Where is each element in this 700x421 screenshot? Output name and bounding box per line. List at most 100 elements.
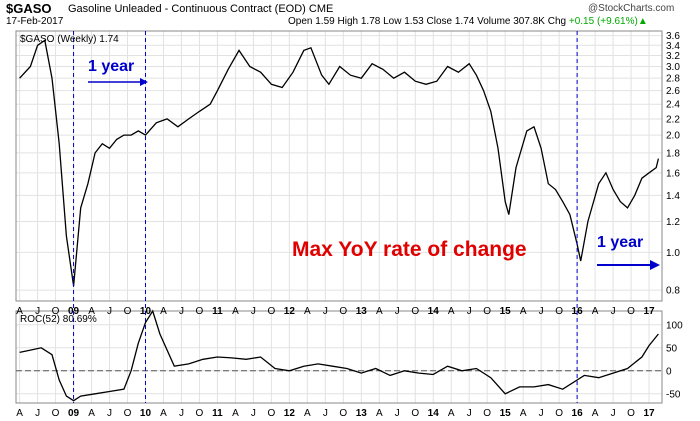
roc-x-tick-label: 17 <box>643 408 655 419</box>
price-y-tick-label: 0.8 <box>666 286 680 297</box>
price-x-tick-label: O <box>196 306 204 317</box>
chart-date: 17-Feb-2017 <box>6 16 64 27</box>
price-x-tick-label: A <box>160 306 167 317</box>
price-y-tick-label: 2.0 <box>666 131 680 142</box>
watermark: @StockCharts.com <box>588 3 675 14</box>
roc-x-tick-label: A <box>592 408 599 419</box>
roc-x-tick-label: 09 <box>68 408 80 419</box>
roc-x-tick-label: A <box>304 408 311 419</box>
price-y-tick-label: 1.6 <box>666 168 680 179</box>
price-series <box>19 39 660 286</box>
one-year-left-label: 1 year <box>88 58 134 75</box>
contract-title: Gasoline Unleaded - Continuous Contract … <box>68 3 306 15</box>
price-y-tick-label: 2.6 <box>666 86 680 97</box>
price-x-tick-label: O <box>555 306 563 317</box>
price-legend-label: $GASO (Weekly) <box>20 34 97 45</box>
roc-legend: ROC(52) 80.69% <box>20 314 97 325</box>
price-x-tick-label: A <box>448 306 455 317</box>
price-x-tick-label: J <box>611 306 616 317</box>
price-x-tick-label: A <box>16 306 23 317</box>
roc-x-tick-label: O <box>483 408 491 419</box>
price-x-tick-label: A <box>232 306 239 317</box>
price-y-tick-label: 3.4 <box>666 41 680 52</box>
roc-x-tick-label: 11 <box>212 408 223 419</box>
roc-x-tick-label: A <box>160 408 167 419</box>
low-value: 1.53 <box>404 16 424 27</box>
roc-x-tick-label: 10 <box>140 408 152 419</box>
roc-x-tick-label: J <box>35 408 40 419</box>
roc-y-tick-label: -50 <box>666 389 681 400</box>
roc-panel-frame <box>15 310 663 404</box>
marker-lines <box>73 31 578 403</box>
roc-x-tick-label: O <box>627 408 635 419</box>
chg-label: Chg <box>547 16 567 27</box>
price-x-tick-label: A <box>88 306 95 317</box>
price-y-tick-label: 1.8 <box>666 148 680 159</box>
price-line <box>19 39 660 286</box>
price-x-tick-label: 11 <box>212 306 223 317</box>
roc-x-tick-label: A <box>448 408 455 419</box>
price-panel-frame <box>15 30 663 302</box>
price-x-tick-label: 13 <box>356 306 368 317</box>
roc-x-tick-label: O <box>339 408 347 419</box>
price-x-tick-label: A <box>376 306 383 317</box>
symbol-label: $GASO <box>6 1 52 16</box>
roc-x-tick-label: 14 <box>428 408 440 419</box>
roc-x-tick-label: A <box>88 408 95 419</box>
price-y-tick-label: 2.4 <box>666 100 680 111</box>
chg-value: +0.15 (+9.61%) <box>568 16 638 27</box>
roc-x-tick-label: J <box>611 408 616 419</box>
contract-name: Gasoline Unleaded - Continuous Contract … <box>68 3 333 15</box>
roc-x-tick-label: A <box>232 408 239 419</box>
price-x-tick-label: O <box>124 306 132 317</box>
up-arrow-icon: ▲ <box>637 16 648 27</box>
price-x-tick-label: 14 <box>428 306 440 317</box>
one-year-right-arrowhead <box>650 260 660 270</box>
roc-x-tick-label: J <box>323 408 328 419</box>
price-y-tick-label: 1.4 <box>666 191 680 202</box>
price-y-tick-label: 1.2 <box>666 217 680 228</box>
max-yoy-annotation: Max YoY rate of change <box>292 238 527 261</box>
volume-label: Volume <box>477 16 511 27</box>
roc-x-tick-label: O <box>196 408 204 419</box>
roc-x-tick-label: 12 <box>284 408 296 419</box>
price-legend-value: 1.74 <box>99 34 119 45</box>
price-x-tick-label: O <box>483 306 491 317</box>
price-grid <box>16 31 662 301</box>
price-y-tick-label: 2.2 <box>666 114 680 125</box>
price-x-tick-label: J <box>539 306 544 317</box>
roc-legend-value: 80.69% <box>63 314 97 325</box>
price-y-tick-label: 2.8 <box>666 74 680 85</box>
close-value: 1.74 <box>454 16 475 27</box>
roc-y-tick-label: 0 <box>666 366 672 377</box>
price-x-tick-label: 15 <box>500 306 512 317</box>
price-x-tick-label: J <box>179 306 184 317</box>
price-x-tick-label: 12 <box>284 306 296 317</box>
high-value: 1.78 <box>360 16 381 27</box>
roc-x-tick-label: O <box>267 408 275 419</box>
price-y-tick-label: 1.0 <box>666 248 680 259</box>
open-value: 1.59 <box>315 16 335 27</box>
roc-x-tick-label: A <box>520 408 527 419</box>
price-x-tick-label: O <box>267 306 275 317</box>
price-x-tick-label: O <box>52 306 60 317</box>
price-y-tick-label: 3.0 <box>666 62 680 73</box>
price-x-tick-label: J <box>395 306 400 317</box>
one-year-left-arrowhead <box>140 78 148 86</box>
roc-y-tick-label: 100 <box>666 320 683 331</box>
roc-x-tick-label: O <box>52 408 60 419</box>
roc-x-tick-label: O <box>124 408 132 419</box>
roc-x-tick-label: J <box>467 408 472 419</box>
price-x-tick-label: O <box>339 306 347 317</box>
roc-x-ticks: A J O 09 A J O 10 A J O 11 A J O 12 A J O 13 A J O 14 A J O 15 A J O 16… <box>16 408 655 419</box>
price-x-tick-label: A <box>592 306 599 317</box>
roc-x-tick-label: 13 <box>356 408 368 419</box>
price-x-tick-label: J <box>107 306 112 317</box>
roc-x-tick-label: O <box>411 408 419 419</box>
price-x-tick-label: O <box>411 306 419 317</box>
roc-series <box>19 309 659 402</box>
price-x-tick-label: J <box>251 306 256 317</box>
price-x-tick-label: 17 <box>643 306 655 317</box>
roc-x-tick-label: A <box>376 408 383 419</box>
